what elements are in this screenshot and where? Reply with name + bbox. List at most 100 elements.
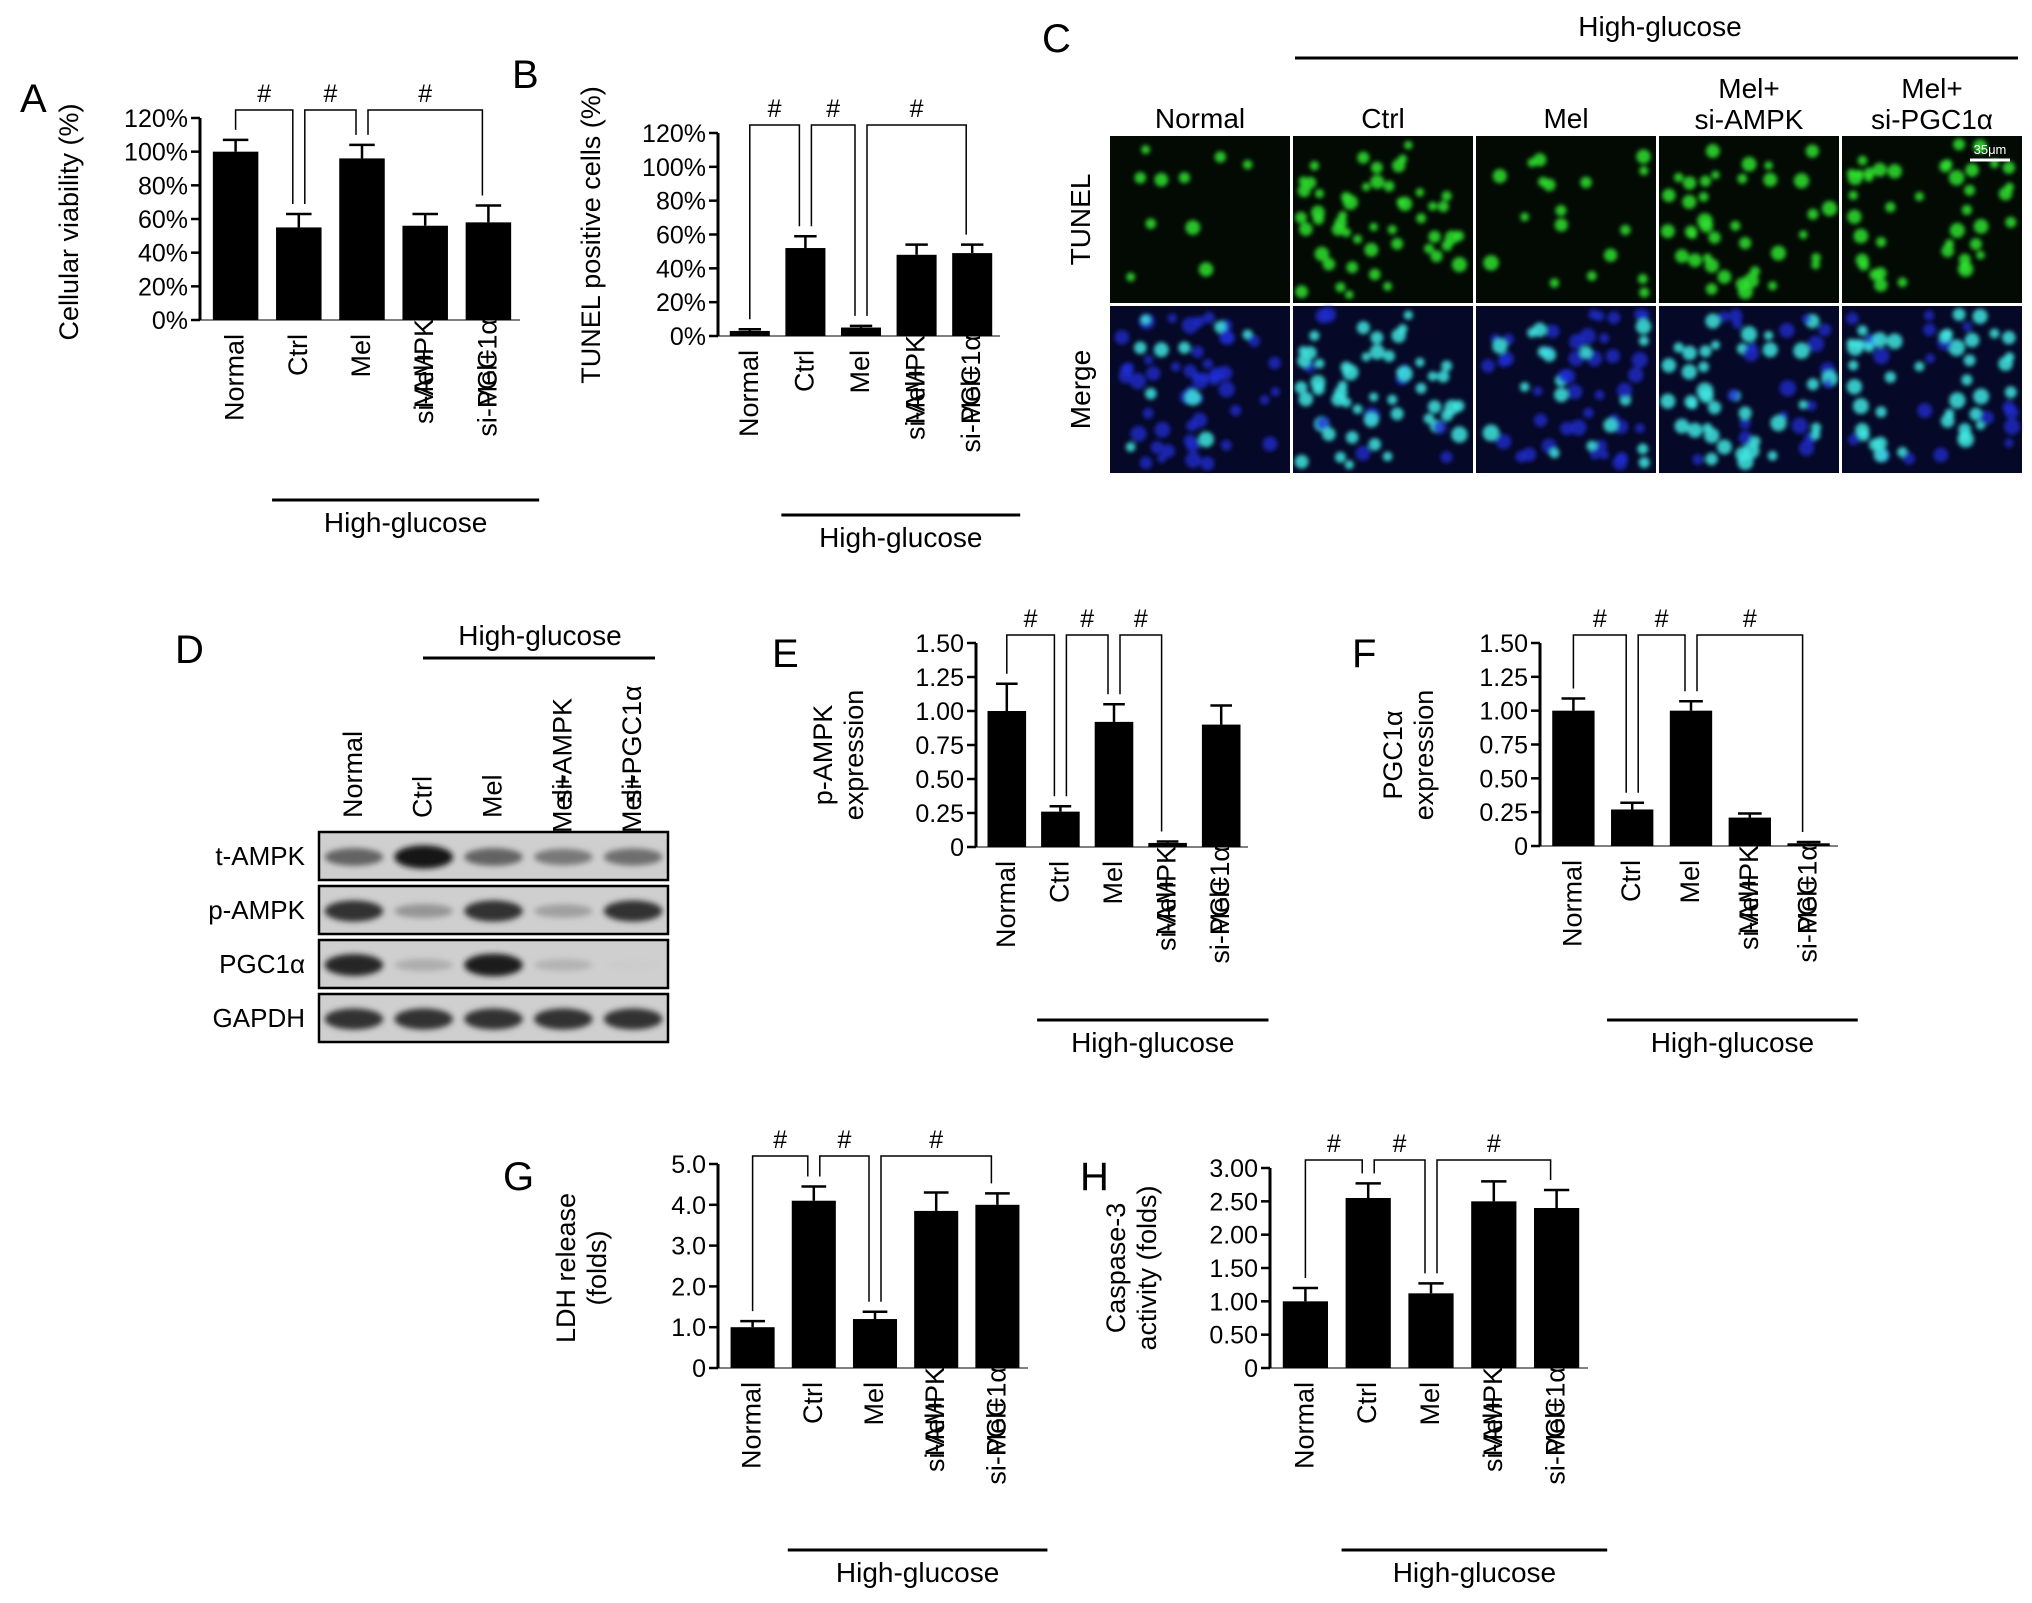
y-tick-label: 0.25 — [915, 800, 964, 828]
y-tick-label: 0% — [670, 323, 706, 351]
significance-bracket — [367, 109, 484, 196]
group-label: High-glucose — [1651, 1027, 1814, 1058]
y-tick-label: 20% — [656, 289, 706, 317]
blot-band — [324, 954, 384, 976]
blot-lane-label: Ctrl — [408, 776, 438, 818]
bar — [987, 711, 1027, 847]
significance-bracket — [866, 124, 967, 316]
y-tick-label: 2.50 — [1209, 1188, 1258, 1216]
x-tick-label: Mel+si-PGC1α — [1541, 1367, 1571, 1485]
micrograph-column-label: Mel — [1543, 103, 1588, 134]
significance-mark: # — [1393, 1130, 1407, 1158]
significance-bracket — [749, 124, 801, 320]
significance-mark: # — [826, 95, 840, 123]
significance-mark: # — [1655, 605, 1669, 633]
bar — [1669, 710, 1713, 846]
panel-letter-h: H — [1080, 1155, 1109, 1199]
significance-mark: # — [1593, 605, 1607, 633]
x-tick-label: Mel — [1415, 1382, 1445, 1426]
significance-bracket — [1637, 634, 1686, 793]
micrograph-cell — [1293, 306, 1473, 473]
significance-bracket — [1304, 1159, 1363, 1278]
significance-mark: # — [837, 1126, 851, 1154]
significance-mark: # — [910, 95, 924, 123]
group-label: High-glucose — [324, 507, 487, 538]
blot-band — [603, 900, 663, 922]
y-tick-label: 60% — [138, 206, 188, 234]
blot-band — [533, 904, 593, 918]
bar — [840, 327, 882, 336]
bar — [975, 1204, 1020, 1368]
x-tick-label: Mel+si-AMPK — [1152, 846, 1182, 951]
y-tick-label: 4.0 — [671, 1192, 706, 1220]
y-tick-label: 1.50 — [1479, 630, 1528, 658]
bar — [1787, 843, 1830, 846]
x-tick-label: Ctrl — [789, 350, 819, 392]
y-tick-label: 1.25 — [915, 664, 964, 692]
micrograph-column-label: Mel+ si-AMPK — [1695, 73, 1804, 135]
bar — [791, 1200, 836, 1368]
chart-b: B TUNEL positive cells (%) 0% 20% 40% 60% 80% 1… — [512, 53, 1021, 553]
bar — [212, 151, 259, 320]
x-tick-label: Mel — [1098, 861, 1128, 905]
bar — [1408, 1293, 1454, 1368]
significance-mark: # — [1327, 1130, 1341, 1158]
y-tick-label: 1.25 — [1479, 664, 1528, 692]
significance-mark: # — [768, 95, 782, 123]
y-tick-label: 5.0 — [671, 1151, 706, 1179]
bar — [465, 222, 512, 320]
bar — [339, 158, 385, 320]
blot-band — [533, 1008, 593, 1030]
blot-band — [533, 958, 593, 972]
y-tick-label: 0% — [152, 307, 188, 335]
y-tick-label: 1.00 — [1209, 1288, 1258, 1316]
micrograph-row-label: Merge — [1065, 350, 1096, 429]
y-tick-label: 0 — [1514, 833, 1528, 861]
y-axis-label: Caspase-3activity (folds) — [1101, 1185, 1162, 1350]
y-tick-label: 0.75 — [1479, 732, 1528, 760]
significance-bracket — [1373, 1159, 1426, 1274]
blot-row: t-AMPK — [215, 830, 670, 882]
group-label: High-glucose — [836, 1557, 999, 1588]
y-tick-label: 1.00 — [915, 698, 964, 726]
x-tick-label: Mel+si-PGC1α — [1205, 846, 1235, 964]
y-axis-label: LDH release(folds) — [551, 1193, 612, 1343]
x-tick-label: Mel+si-AMPK — [409, 319, 439, 424]
panel-c-micrographs: C High-glucose Normal Ctrl Mel Mel+ si-AMPK M… — [1042, 11, 2022, 473]
micrograph-cell — [1842, 306, 2022, 473]
blot-band — [394, 1008, 454, 1030]
x-tick-label: Normal — [734, 350, 764, 437]
y-tick-label: 1.0 — [671, 1314, 706, 1342]
panel-d-group-label: High-glucose — [458, 620, 621, 651]
significance-bracket — [1065, 634, 1109, 797]
y-tick-label: 100% — [124, 139, 188, 167]
bar — [402, 225, 448, 320]
y-tick-label: 80% — [656, 188, 706, 216]
bar — [1282, 1301, 1329, 1368]
y-tick-label: 0.50 — [1209, 1322, 1258, 1350]
bar — [729, 330, 770, 336]
micrograph-cell — [1659, 306, 1839, 473]
blot-band — [464, 848, 523, 866]
blot-label: GAPDH — [213, 1003, 305, 1033]
significance-mark: # — [929, 1126, 943, 1154]
significance-bracket — [819, 1155, 870, 1302]
blot-band — [603, 959, 663, 971]
micrograph-cell — [1842, 136, 2022, 303]
y-axis-label: TUNEL positive cells (%) — [576, 86, 606, 384]
significance-mark: # — [323, 80, 337, 108]
y-tick-label: 0.75 — [915, 732, 964, 760]
x-tick-label: Mel+si-AMPK — [901, 335, 931, 440]
x-tick-label: Normal — [220, 334, 250, 421]
y-tick-label: 2.0 — [671, 1273, 706, 1301]
micrograph-cell — [1476, 306, 1656, 473]
blot-row: PGC1α — [219, 938, 670, 990]
bar — [1533, 1208, 1580, 1368]
blot-band — [533, 848, 593, 866]
panel-letter-b: B — [512, 53, 539, 97]
significance-mark: # — [1134, 605, 1148, 633]
significance-bracket — [880, 1155, 993, 1302]
panel-d-western-blot: D High-glucose Normal Ctrl Mel Mel+si-AMPK M… — [175, 620, 670, 1044]
bar — [276, 227, 322, 320]
